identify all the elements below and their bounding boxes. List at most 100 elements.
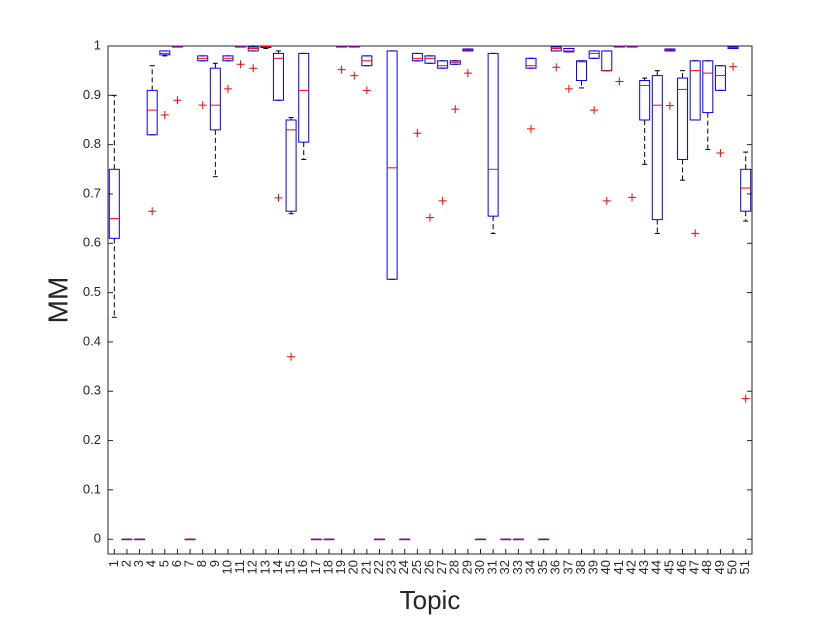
x-tick-label: 49	[712, 560, 727, 574]
box	[677, 77, 689, 160]
box	[525, 57, 537, 69]
y-tick-label: 0.6	[83, 235, 101, 250]
y-tick-label: 0.2	[83, 432, 101, 447]
x-tick-label: 29	[459, 560, 474, 574]
y-tick-label: 0.4	[83, 333, 101, 348]
y-axis-label: MM	[42, 277, 73, 324]
x-tick-label: 21	[358, 560, 373, 574]
box	[108, 168, 120, 239]
x-tick-label: 4	[144, 560, 159, 567]
x-tick-label: 7	[182, 560, 197, 567]
x-axis-label: Topic	[400, 585, 461, 615]
x-tick-label: 6	[169, 560, 184, 567]
x-tick-label: 17	[308, 560, 323, 574]
outlier	[198, 101, 207, 110]
outlier	[463, 69, 472, 78]
box	[424, 55, 436, 64]
outlier	[160, 111, 169, 120]
x-tick-label: 38	[573, 560, 588, 574]
x-tick-label: 34	[522, 560, 537, 574]
outlier	[615, 77, 624, 86]
box	[689, 60, 701, 121]
x-tick-label: 1	[106, 560, 121, 567]
outlier	[350, 71, 359, 80]
outlier	[564, 84, 573, 93]
box	[298, 52, 310, 143]
x-tick-label: 28	[447, 560, 462, 574]
y-tick-label: 0.1	[83, 481, 101, 496]
outlier	[590, 106, 599, 115]
x-tick-label: 27	[434, 560, 449, 574]
y-tick-label: 0.8	[83, 136, 101, 151]
outlier	[148, 207, 157, 216]
x-tick-label: 47	[687, 560, 702, 574]
y-tick-label: 0.5	[83, 284, 101, 299]
outlier	[223, 84, 232, 93]
x-tick-label: 19	[333, 560, 348, 574]
x-tick-label: 48	[699, 560, 714, 574]
outlier	[602, 196, 611, 205]
outlier	[729, 62, 738, 71]
box	[146, 89, 158, 136]
x-tick-label: 35	[535, 560, 550, 574]
box	[740, 168, 752, 212]
x-tick-label: 46	[674, 560, 689, 574]
outlier	[287, 352, 296, 361]
box	[437, 60, 449, 69]
x-tick-label: 14	[270, 560, 285, 574]
x-tick-label: 16	[295, 560, 310, 574]
box	[411, 52, 423, 62]
x-tick-label: 12	[245, 560, 260, 574]
box	[702, 60, 714, 114]
box	[576, 60, 588, 82]
x-tick-label: 32	[497, 560, 512, 574]
box	[651, 75, 663, 221]
outlier	[451, 105, 460, 114]
x-tick-label: 3	[131, 560, 146, 567]
x-tick-label: 20	[346, 560, 361, 574]
outlier	[741, 394, 750, 403]
x-tick-label: 31	[485, 560, 500, 574]
x-tick-label: 23	[384, 560, 399, 574]
outlier	[527, 124, 536, 133]
outlier	[716, 149, 725, 158]
x-tick-label: 33	[510, 560, 525, 574]
x-tick-label: 25	[409, 560, 424, 574]
x-tick-label: 36	[548, 560, 563, 574]
box	[386, 50, 398, 280]
x-tick-label: 30	[472, 560, 487, 574]
outlier	[426, 213, 434, 222]
box	[285, 119, 297, 212]
x-tick-label: 11	[232, 560, 247, 574]
outlier	[337, 65, 346, 74]
outlier	[173, 96, 182, 105]
outlier	[438, 196, 447, 205]
y-tick-label: 0.9	[83, 87, 101, 102]
x-tick-label: 18	[320, 560, 335, 574]
x-tick-label: 42	[623, 560, 638, 574]
x-tick-label: 50	[724, 560, 739, 574]
x-tick-label: 43	[636, 560, 651, 574]
x-tick-label: 24	[396, 560, 411, 574]
x-tick-label: 51	[737, 560, 752, 574]
x-tick-label: 37	[560, 560, 575, 574]
outlier	[249, 64, 258, 73]
outlier	[628, 193, 637, 202]
box	[209, 67, 221, 131]
x-tick-label: 44	[649, 560, 664, 574]
x-tick-label: 15	[283, 560, 298, 574]
x-tick-label: 40	[598, 560, 613, 574]
x-tick-label: 9	[207, 560, 222, 567]
x-tick-label: 2	[118, 560, 133, 567]
x-tick-label: 8	[194, 560, 209, 567]
box	[588, 50, 600, 59]
outlier	[274, 193, 283, 202]
x-tick-label: 39	[586, 560, 601, 574]
y-tick-label: 0.7	[83, 185, 101, 200]
x-tick-label: 45	[661, 560, 676, 574]
x-tick-label: 13	[257, 560, 272, 574]
box	[639, 80, 651, 121]
